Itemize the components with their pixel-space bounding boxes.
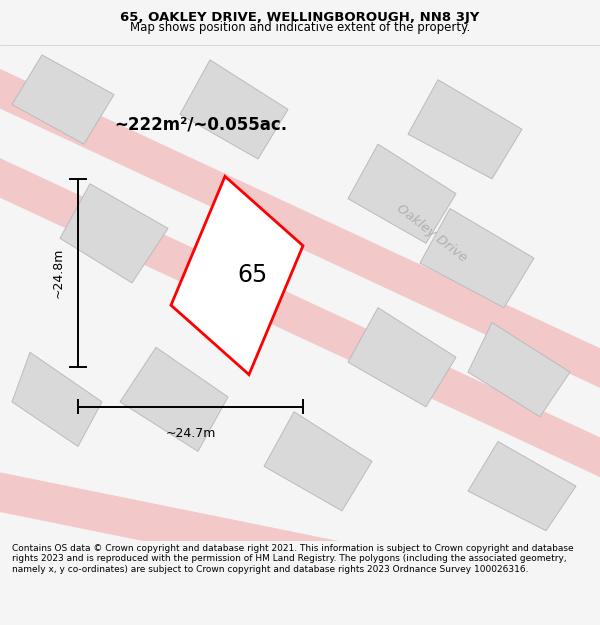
Text: ~24.8m: ~24.8m: [52, 248, 65, 298]
Text: Map shows position and indicative extent of the property.: Map shows position and indicative extent…: [130, 21, 470, 34]
Text: Oakley Drive: Oakley Drive: [394, 202, 470, 265]
Text: ~222m²/~0.055ac.: ~222m²/~0.055ac.: [114, 115, 287, 133]
Polygon shape: [60, 184, 168, 283]
Text: Contains OS data © Crown copyright and database right 2021. This information is : Contains OS data © Crown copyright and d…: [12, 544, 574, 574]
Text: ~24.7m: ~24.7m: [166, 427, 215, 439]
Polygon shape: [348, 308, 456, 407]
Polygon shape: [420, 209, 534, 308]
Polygon shape: [264, 412, 372, 511]
Polygon shape: [180, 60, 288, 159]
Polygon shape: [408, 80, 522, 179]
Polygon shape: [171, 176, 303, 374]
Polygon shape: [120, 348, 228, 451]
Polygon shape: [0, 55, 600, 402]
Polygon shape: [0, 144, 600, 491]
Polygon shape: [468, 322, 570, 417]
Polygon shape: [12, 352, 102, 446]
Text: 65: 65: [237, 264, 267, 288]
Text: 65, OAKLEY DRIVE, WELLINGBOROUGH, NN8 3JY: 65, OAKLEY DRIVE, WELLINGBOROUGH, NN8 3J…: [121, 11, 479, 24]
Polygon shape: [12, 55, 114, 144]
Polygon shape: [0, 466, 600, 625]
Polygon shape: [348, 144, 456, 243]
Polygon shape: [468, 441, 576, 531]
